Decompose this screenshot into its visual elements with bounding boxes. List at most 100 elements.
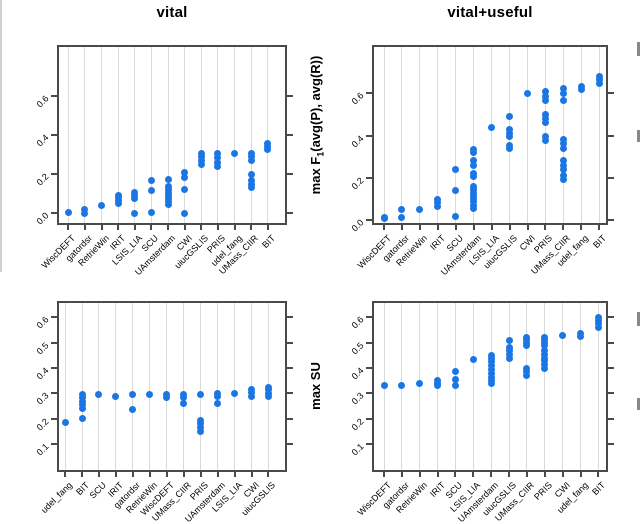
column-title-vital-useful: vital+useful: [447, 4, 533, 21]
data-point: [470, 201, 478, 209]
data-point: [451, 382, 459, 390]
data-point: [248, 392, 255, 400]
data-point: [181, 173, 189, 181]
data-point: [470, 157, 478, 165]
data-point: [197, 150, 205, 158]
gridline: [234, 303, 236, 470]
y-tick: [366, 417, 372, 420]
x-tick: [525, 472, 528, 477]
gridline: [81, 303, 83, 470]
x-tick: [580, 225, 583, 230]
data-point: [594, 313, 602, 321]
x-tick: [167, 225, 170, 230]
x-tick: [561, 472, 564, 477]
x-tick: [597, 472, 600, 477]
data-point: [488, 123, 496, 131]
gridline: [580, 303, 582, 470]
y-tick: [287, 173, 293, 176]
y-tick: [608, 316, 614, 319]
y-tick: [51, 417, 57, 420]
data-point: [451, 368, 459, 376]
edge-artifact: [637, 42, 640, 56]
gridline: [455, 47, 457, 223]
y-tick: [608, 341, 614, 344]
y-tick-label: 0.0: [349, 217, 366, 234]
x-tick: [97, 472, 100, 477]
data-point: [81, 205, 89, 213]
gridline: [166, 303, 168, 470]
y-tick: [51, 134, 57, 137]
gridline: [200, 303, 202, 470]
x-tick: [454, 472, 457, 477]
data-point: [523, 364, 531, 372]
data-point: [61, 419, 69, 427]
y-tick-label: 0.5: [34, 340, 51, 357]
data-point: [112, 392, 120, 400]
y-tick: [366, 316, 372, 319]
y-axis-label-text: (avg(P), avg(R)): [308, 55, 323, 152]
data-point: [163, 391, 171, 399]
y-tick: [287, 367, 293, 370]
gridline: [183, 303, 185, 470]
x-tick: [216, 225, 219, 230]
data-point: [559, 165, 567, 173]
gridline: [419, 47, 421, 223]
data-point: [98, 201, 106, 209]
data-point: [231, 389, 239, 397]
y-tick-label: 0.2: [34, 416, 51, 433]
gridline: [98, 303, 100, 470]
y-tick: [51, 316, 57, 319]
y-tick-label: 0.6: [34, 93, 51, 110]
data-point: [264, 143, 272, 151]
gridline: [526, 303, 528, 470]
data-point: [470, 182, 478, 190]
panel-frame-vital-useful-su: [372, 301, 608, 472]
x-tick: [436, 472, 439, 477]
gridline: [234, 47, 236, 223]
column-title-vital: vital: [156, 4, 188, 21]
data-point: [164, 175, 172, 183]
y-tick: [51, 95, 57, 98]
gridline: [473, 47, 475, 223]
gridline: [383, 47, 385, 223]
data-point: [214, 389, 222, 397]
data-point: [114, 192, 122, 200]
data-point: [247, 180, 255, 188]
y-tick: [287, 417, 293, 420]
data-point: [523, 372, 531, 380]
y-axis-label-subscript: 1: [315, 151, 326, 157]
data-point: [180, 400, 188, 408]
data-point: [541, 115, 549, 123]
x-tick: [418, 225, 421, 230]
data-point: [506, 129, 514, 137]
x-tick: [508, 225, 511, 230]
y-tick-label: 0.2: [34, 171, 51, 188]
gridline: [250, 47, 252, 223]
x-tick: [133, 225, 136, 230]
data-point: [214, 159, 222, 167]
data-point: [559, 136, 567, 144]
x-tick: [383, 225, 386, 230]
data-point: [541, 334, 549, 342]
y-tick-label: 0.4: [349, 365, 366, 382]
data-point: [247, 176, 255, 184]
data-point: [541, 110, 549, 118]
gridline: [217, 47, 219, 223]
data-point: [506, 141, 514, 149]
y-tick-label: 0.3: [34, 390, 51, 407]
data-point: [78, 391, 86, 399]
x-tick: [490, 225, 493, 230]
data-point: [452, 213, 460, 221]
data-point: [451, 376, 459, 384]
data-point: [434, 377, 442, 385]
y-tick-label: 0.6: [349, 90, 366, 107]
data-point: [559, 157, 567, 165]
data-point: [181, 209, 189, 217]
y-tick-label: 0.2: [349, 175, 366, 192]
gridline: [117, 47, 119, 223]
y-tick: [51, 212, 57, 215]
y-tick: [608, 92, 614, 95]
gridline: [217, 303, 219, 470]
x-tick: [100, 225, 103, 230]
